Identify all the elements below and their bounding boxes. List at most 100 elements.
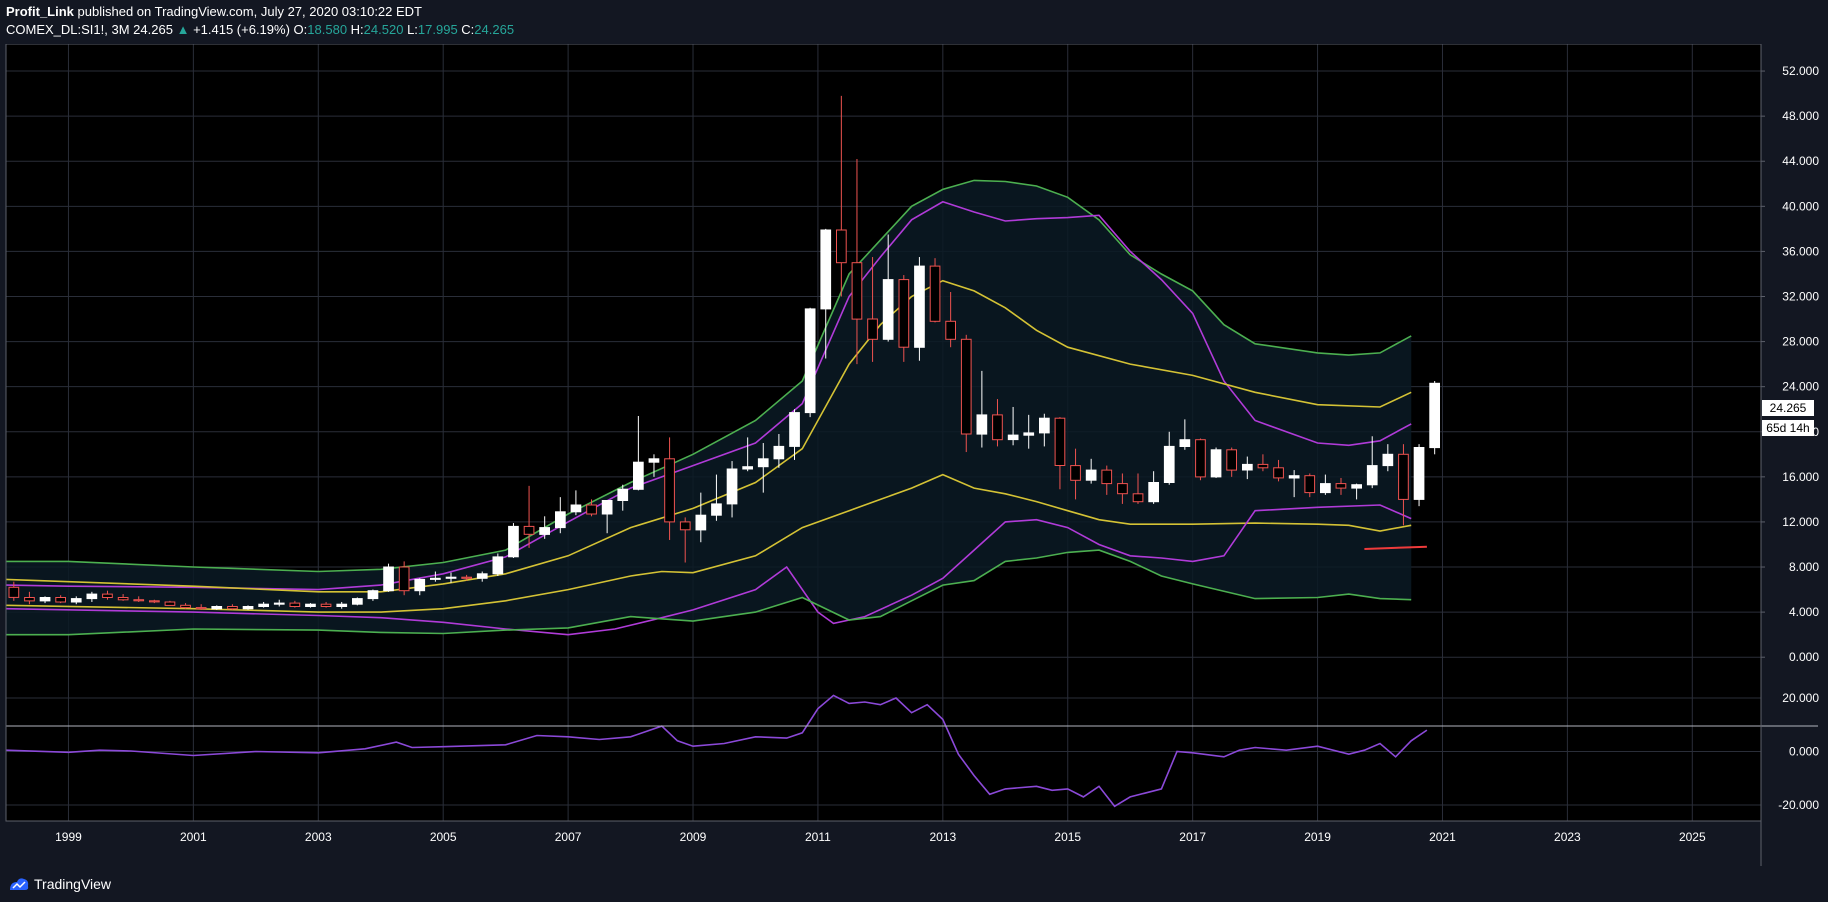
time-tick-label: 2019 (1304, 830, 1331, 844)
chart-canvas[interactable]: 52.000 48.000 44.000 40.000 36.000 32.000 28.0… (0, 44, 1828, 866)
series-line-2 (5, 279, 1412, 593)
time-tick-label: 2007 (555, 830, 582, 844)
bull-candle (445, 572, 457, 583)
candle-body (1054, 417, 1066, 467)
candle-body (1366, 465, 1378, 486)
footer: TradingView (0, 866, 1828, 902)
bull-candle (86, 591, 98, 602)
bull-candle (70, 596, 82, 605)
bull-candle (1366, 436, 1378, 489)
candle-body (352, 598, 363, 605)
candle-body (211, 606, 223, 610)
candle-body (133, 599, 145, 602)
oscillator-line (5, 694, 1428, 808)
candle-body (711, 503, 722, 516)
candle-body (1117, 483, 1128, 495)
price-tick-label: 0.000 (1789, 650, 1819, 664)
bear-candle (945, 291, 956, 348)
bull-candle (414, 578, 426, 596)
time-tick-label: 2023 (1554, 830, 1581, 844)
candle-body (601, 500, 613, 515)
candle-body (195, 607, 207, 610)
brand-name[interactable]: TradingView (34, 876, 112, 892)
oscillator-tick-label: 0.000 (1789, 745, 1819, 759)
bull-candle (352, 597, 363, 606)
price-tick-label: 8.000 (1789, 560, 1819, 574)
candle-body (430, 577, 441, 580)
candle-body (1039, 417, 1050, 434)
candle-body (1163, 445, 1175, 483)
candle-body (664, 458, 675, 523)
price-axis[interactable]: 52.000 48.000 44.000 40.000 36.000 32.000 28.0… (1761, 64, 1819, 812)
countdown-badge-text: 65d 14h (1766, 421, 1809, 435)
candles (8, 95, 1441, 610)
candle-body (804, 308, 816, 414)
candle-body (1429, 382, 1441, 449)
bear-candle (1273, 459, 1284, 482)
price-tick-label: 12.000 (1782, 515, 1819, 529)
bull-candle (695, 492, 707, 543)
time-tick-label: 2001 (180, 830, 207, 844)
bear-candle (836, 95, 847, 297)
bear-candle (960, 334, 972, 453)
bull-candle (1413, 444, 1425, 507)
publish-line: Profit_Link published on TradingView.com… (6, 4, 422, 19)
bull-candle (601, 500, 613, 534)
candle-body (508, 525, 519, 558)
bear-candle (117, 594, 129, 601)
time-tick-label: 2025 (1679, 830, 1706, 844)
bear-candle (1101, 465, 1113, 495)
low-value: 17.995 (417, 22, 458, 37)
candle-body (102, 593, 113, 598)
bear-candle (929, 258, 941, 323)
bear-candle (1226, 447, 1238, 477)
candle-body (1023, 432, 1035, 436)
bull-candle (1210, 447, 1222, 478)
bull-candle (1429, 381, 1441, 455)
candle-body (1132, 493, 1144, 503)
open-label: O: (293, 22, 308, 37)
candle-body (1413, 447, 1425, 500)
tradingview-logo-icon[interactable] (8, 876, 30, 892)
candle-body (414, 578, 426, 592)
time-tick-label: 2021 (1429, 830, 1456, 844)
bear-candle (55, 595, 66, 604)
bear-candle (679, 517, 691, 563)
bull-candle (742, 437, 753, 472)
candle-body (492, 556, 504, 575)
last-price: 24.265 (133, 22, 173, 37)
bull-candle (555, 497, 566, 534)
candle-body (820, 229, 832, 310)
bear-candle (24, 591, 35, 605)
candle-body (976, 414, 988, 435)
candle-body (898, 279, 910, 348)
candle-body (383, 566, 394, 592)
price-tick-label: 48.000 (1782, 109, 1819, 123)
candle-body (695, 514, 707, 531)
bear-candle (164, 600, 176, 606)
candle-body (992, 414, 1003, 441)
candle-body (445, 576, 457, 579)
bull-candle (211, 605, 223, 610)
time-tick-label: 2011 (805, 830, 831, 844)
last-price-badge-text: 24.265 (1770, 401, 1807, 415)
candle-body (24, 597, 35, 602)
candle-body (398, 566, 410, 592)
candle-body (1070, 465, 1081, 481)
series-line-3 (5, 473, 1412, 613)
candle-body (1195, 439, 1206, 478)
bear-candle (1070, 448, 1081, 500)
price-tick-label: 40.000 (1782, 199, 1819, 213)
price-tick-label: 52.000 (1782, 64, 1819, 78)
bear-candle (289, 600, 301, 608)
high-label: H: (350, 22, 364, 37)
author-name[interactable]: Profit_Link (6, 4, 74, 19)
series-line-6 (1364, 545, 1427, 550)
bear-candle (461, 574, 472, 581)
time-axis[interactable]: 1999 2001 2003 2005 2007 2009 2011 2013 2015 2017… (55, 830, 1706, 844)
series-line-4 (5, 504, 1412, 636)
candle-body (1179, 439, 1191, 448)
candle-body (617, 488, 629, 502)
bull-candle (648, 454, 660, 477)
candle-body (836, 229, 847, 264)
